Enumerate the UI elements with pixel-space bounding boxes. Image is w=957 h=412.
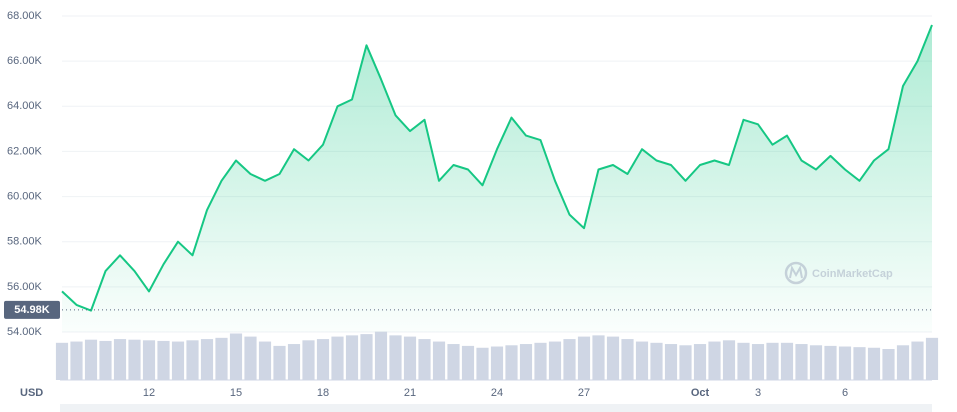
x-tick-label: 15 [230,387,242,399]
watermark: CoinMarketCap [784,261,893,285]
volume-bar [157,340,170,380]
volume-bar [824,345,837,380]
volume-bar [896,345,910,380]
x-tick-label: 24 [491,387,503,399]
volume-bar [360,334,373,380]
volume-bar [403,336,417,380]
volume-bar [200,339,214,380]
volume-bar [650,342,663,380]
price-line [61,24,933,312]
volume-bar [708,341,721,380]
volume-bar [99,340,112,380]
x-tick-label: 6 [842,387,848,399]
volume-bar [925,337,939,380]
reference-badge [4,300,60,319]
x-tick-label: 12 [143,387,155,399]
volume-bar [621,339,634,380]
volume-bar [548,341,562,380]
volume-bar [186,340,199,380]
volume-bar [679,345,692,380]
volume-bar [664,344,678,380]
volume-bar [795,344,808,380]
volume-bar [809,345,823,380]
x-tick-label: Oct [691,387,710,399]
volume-bar [490,346,504,380]
y-tick-label: 66.00K [7,55,43,67]
y-tick-label: 58.00K [7,236,43,248]
scroll-strip [60,404,932,412]
volume-bar [287,344,301,380]
volume-bar [882,349,895,380]
volume-bar [273,345,286,380]
volume-bar [592,335,605,380]
volume-bar [867,347,881,380]
volume-bar [563,339,576,380]
volume-bar [215,337,228,380]
volume-bar [55,342,69,380]
y-tick-label: 60.00K [7,190,43,202]
volume-bar [447,344,460,380]
volume-bar [258,341,272,380]
volume-bar [737,342,750,380]
volume-bar [418,339,431,380]
watermark-text: CoinMarketCap [812,268,893,280]
y-tick-label: 56.00K [7,281,43,293]
volume-bar [534,342,547,380]
price-area [62,25,932,332]
volume-bar [461,345,475,380]
volume-bar [780,342,794,380]
currency-label: USD [20,387,43,399]
volume-bar [635,341,649,380]
volume-bar [693,344,707,380]
x-tick-label: 27 [578,387,590,399]
y-tick-label: 68.00K [7,10,43,22]
volume-bar [84,339,98,380]
y-tick-label: 64.00K [7,100,43,112]
volume-bar [519,344,533,380]
volume-bar [302,340,315,380]
volume-bar [128,339,141,380]
volume-bar [606,336,620,380]
volume-bar [766,342,779,380]
volume-bar [171,341,185,380]
y-tick-label: 54.00K [7,326,43,338]
x-tick-label: 21 [404,387,416,399]
volume-bar [229,333,243,380]
volume-bar [345,335,359,380]
volume-bar [751,344,765,380]
volume-bar [374,331,388,380]
volume-bar [722,340,736,380]
x-tick-label: 18 [317,387,329,399]
x-tick-label: 3 [755,387,761,399]
y-tick-label: 62.00K [7,145,43,157]
volume-bar [113,339,127,380]
reference-label: 54.98K [14,304,50,316]
volume-bar [244,336,257,380]
volume-bar [476,347,489,380]
volume-bar [331,336,344,380]
volume-bar [838,346,852,380]
volume-bar [505,345,518,380]
volume-bar [911,341,924,380]
volume-bar [577,336,591,380]
volume-bar [389,335,402,380]
volume-bar [853,347,866,380]
volume-bar [432,341,446,380]
volume-bar [316,339,330,380]
volume-bar [142,340,156,380]
volume-bar [70,341,83,380]
